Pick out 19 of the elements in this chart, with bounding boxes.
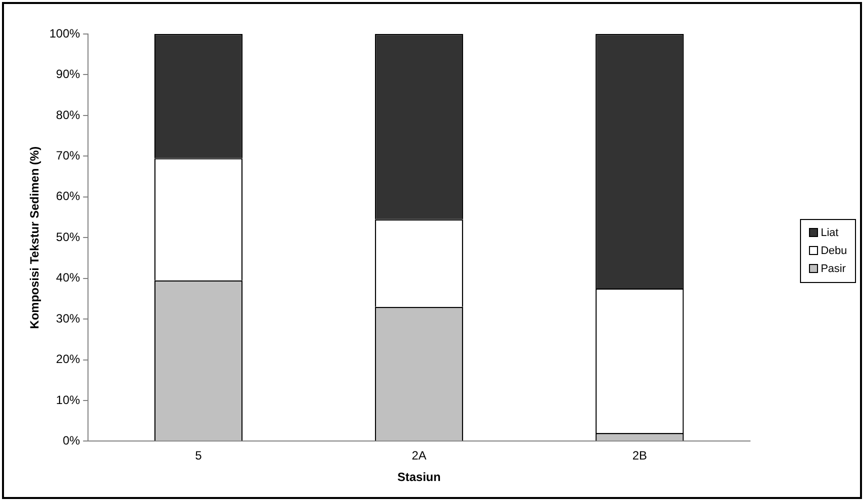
y-tick-label: 50% — [56, 230, 80, 244]
x-tick-label: 2A — [412, 448, 426, 463]
text: Debu — [820, 244, 847, 258]
y-tick-label: 80% — [56, 108, 80, 122]
legend-label: Liat — [820, 226, 838, 240]
x-tick-label: 2B — [632, 448, 648, 463]
y-tick-label: 20% — [56, 352, 80, 366]
y-tick-label: 40% — [56, 270, 80, 285]
y-tick-label: 0% — [62, 434, 80, 448]
x-tick-label: 5 — [195, 448, 202, 463]
legend-label: Pasir — [820, 262, 846, 276]
y-tick-label: 10% — [56, 392, 80, 407]
y-tick-label: 70% — [56, 148, 80, 162]
y-tick-label: 90% — [56, 67, 80, 82]
y-tick-label: 100% — [49, 26, 80, 40]
y-axis-title: Komposisi Tekstur Sedimen (%) — [28, 146, 42, 329]
y-tick-label: 60% — [56, 189, 80, 204]
y-tick-label: 30% — [56, 311, 80, 326]
x-axis-title: Stasiun — [397, 470, 441, 484]
